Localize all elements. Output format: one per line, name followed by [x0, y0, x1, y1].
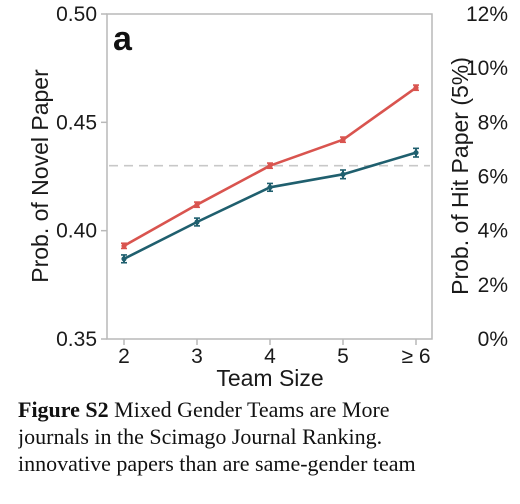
data-point: [121, 243, 127, 249]
x-tick-label: 5: [337, 345, 349, 368]
caption-line-2: journals in the Scimago Journal Ranking.: [18, 424, 383, 449]
caption-text-1: Mixed Gender Teams are More: [108, 397, 390, 422]
x-axis-label: Team Size: [216, 365, 323, 391]
left-tick-label: 0.45: [56, 111, 97, 134]
x-tick-label: 3: [191, 345, 203, 368]
series-1: [121, 84, 419, 250]
y-axis-label: Prob. of Novel Paper: [27, 69, 53, 283]
left-axis-ticks: 0.35 0.40 0.45 0.50: [56, 3, 107, 351]
x-tick-label: ≥ 6: [401, 345, 430, 368]
data-point: [267, 163, 273, 169]
series-2: [121, 147, 419, 264]
x-tick-label: 4: [264, 345, 276, 368]
right-tick-label: 12%: [466, 3, 508, 26]
figure-caption: Figure S2 Mixed Gender Teams are More jo…: [18, 396, 518, 477]
right-tick-label: 6%: [478, 166, 508, 189]
left-tick-label: 0.40: [56, 220, 97, 243]
line-chart: 0.35 0.40 0.45 0.50 0% 2% 4% 6% 8% 10% 12% 2 3 4 5 ≥ …: [27, 3, 508, 391]
left-tick-label: 0.35: [56, 328, 97, 351]
x-tick-label: 2: [118, 345, 130, 368]
data-point: [340, 171, 346, 177]
right-y-axis-label: Prob. of Hit Paper (5%): [447, 57, 473, 295]
right-tick-label: 8%: [478, 111, 508, 134]
data-point: [413, 150, 419, 156]
right-tick-label: 10%: [466, 57, 508, 80]
series-layer: [121, 84, 419, 264]
data-point: [267, 184, 273, 190]
data-point: [413, 85, 419, 91]
panel-label: a: [113, 20, 133, 58]
data-point: [340, 137, 346, 143]
data-point: [194, 219, 200, 225]
caption-line-3: innovative papers than are same-gender t…: [18, 451, 416, 476]
right-tick-label: 4%: [478, 220, 508, 243]
caption-label: Figure S2: [18, 397, 109, 422]
right-tick-label: 2%: [478, 274, 508, 297]
caption-line-1: Figure S2 Mixed Gender Teams are More: [18, 396, 518, 423]
x-axis-ticks: 2 3 4 5 ≥ 6: [118, 339, 431, 368]
data-point: [194, 202, 200, 208]
right-axis-ticks: 0% 2% 4% 6% 8% 10% 12%: [466, 3, 508, 351]
plot-frame: [106, 13, 433, 340]
left-tick-label: 0.50: [56, 3, 97, 26]
data-point: [121, 256, 127, 262]
right-tick-label: 0%: [478, 328, 508, 351]
